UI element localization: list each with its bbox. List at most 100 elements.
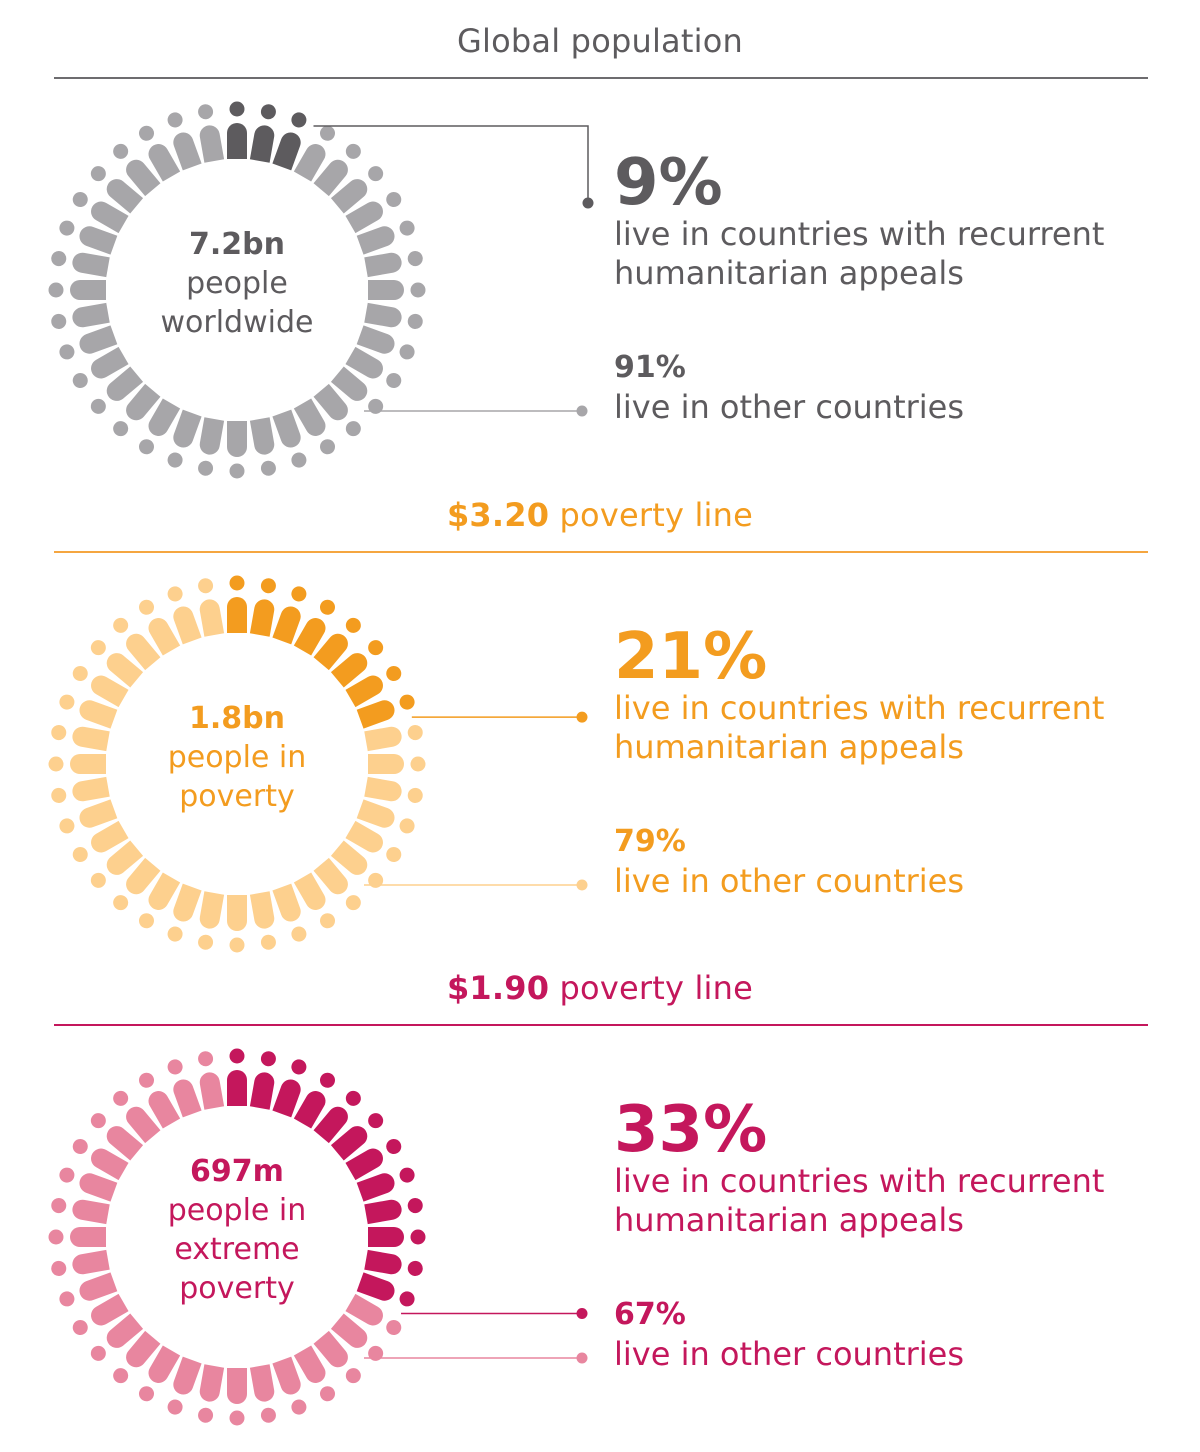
person-icon — [167, 586, 202, 645]
person-body — [330, 366, 368, 401]
person-body — [330, 179, 368, 214]
person-head — [407, 725, 423, 741]
person-head — [368, 640, 384, 656]
person-head — [399, 344, 415, 360]
person-icon — [364, 776, 423, 803]
person-icon — [313, 383, 361, 437]
person-head — [407, 1198, 423, 1214]
person-head — [90, 640, 106, 656]
person-icon — [293, 872, 335, 929]
person-head — [407, 1260, 423, 1276]
person-head — [51, 787, 67, 803]
person-body — [72, 776, 110, 802]
section-rule — [54, 551, 1148, 553]
other-leader-dot — [576, 879, 588, 891]
person-head — [139, 599, 154, 615]
person-body — [356, 700, 395, 729]
person-body — [106, 653, 144, 688]
person-body — [356, 325, 395, 354]
person-head — [260, 1051, 276, 1067]
person-body — [345, 201, 383, 234]
person-body — [293, 144, 326, 182]
person-icon — [51, 776, 110, 803]
person-body — [313, 383, 348, 421]
person-icon — [330, 1313, 384, 1361]
person-body — [173, 1356, 202, 1395]
person-body — [106, 1126, 144, 1161]
person-icon — [72, 1139, 129, 1181]
person-body — [293, 618, 326, 656]
person-icon-highlighted — [330, 640, 384, 688]
person-body — [79, 325, 118, 354]
section-global-population: Global population 7.2bn people worldwide… — [0, 0, 1200, 479]
person-head — [198, 1051, 214, 1067]
person-head — [59, 694, 75, 710]
person-body — [72, 1199, 110, 1225]
person-body — [345, 1148, 383, 1181]
person-head — [368, 398, 384, 414]
person-icon — [139, 125, 181, 182]
person-head — [345, 617, 361, 633]
section-rule — [54, 1024, 1148, 1026]
person-icon-highlighted — [345, 666, 402, 708]
person-body — [249, 1364, 275, 1402]
person-body — [72, 252, 110, 278]
person-icon-highlighted — [249, 104, 276, 163]
person-body — [126, 1106, 161, 1144]
person-icon — [72, 192, 129, 234]
person-head — [368, 166, 384, 182]
person-icon — [364, 251, 423, 278]
person-body — [148, 398, 181, 436]
person-icon — [59, 694, 118, 729]
person-icon-highlighted — [272, 1059, 307, 1118]
person-head — [345, 143, 361, 159]
person-icon — [198, 578, 225, 637]
person-body — [148, 618, 181, 656]
person-icon — [313, 1330, 361, 1384]
person-head — [410, 756, 426, 772]
person-body — [249, 891, 275, 929]
person-icon — [48, 754, 106, 774]
person-body — [272, 606, 301, 645]
person-body — [293, 398, 326, 436]
person-head — [260, 1407, 276, 1423]
person-body — [249, 1072, 275, 1110]
appeal-description: live in countries with recurrent humanit… — [614, 1162, 1105, 1239]
person-head — [139, 439, 154, 455]
person-head — [229, 937, 245, 953]
other-description: live in other countries — [614, 388, 965, 426]
person-head — [113, 1090, 129, 1106]
person-head — [260, 934, 276, 950]
person-body — [70, 754, 106, 774]
person-head — [113, 421, 129, 437]
person-body — [227, 895, 247, 931]
person-head — [407, 251, 423, 267]
person-body — [106, 366, 144, 401]
person-head — [291, 1059, 307, 1075]
person-head — [51, 1198, 67, 1214]
person-body — [199, 1364, 225, 1402]
person-body — [364, 776, 402, 802]
total-value: 1.8bn — [189, 701, 285, 736]
person-head — [139, 913, 154, 929]
person-head — [51, 251, 67, 267]
person-head — [320, 913, 335, 929]
person-body — [91, 346, 129, 379]
person-icon — [293, 1345, 335, 1402]
person-head — [90, 166, 106, 182]
person-head — [399, 818, 415, 834]
person-icon — [72, 346, 129, 388]
person-head — [386, 666, 402, 681]
person-icon-highlighted — [293, 1072, 335, 1129]
person-icon — [293, 398, 335, 455]
person-icon — [113, 857, 161, 911]
person-icon — [72, 820, 129, 862]
person-body — [356, 1173, 395, 1202]
other-leader-dot — [576, 1352, 588, 1364]
person-head — [386, 847, 402, 862]
section-title: $3.20 poverty line — [446, 496, 754, 534]
person-body — [368, 754, 404, 774]
person-icon — [139, 1345, 181, 1402]
people-ring-chart — [48, 575, 588, 953]
person-icon — [113, 1330, 161, 1384]
